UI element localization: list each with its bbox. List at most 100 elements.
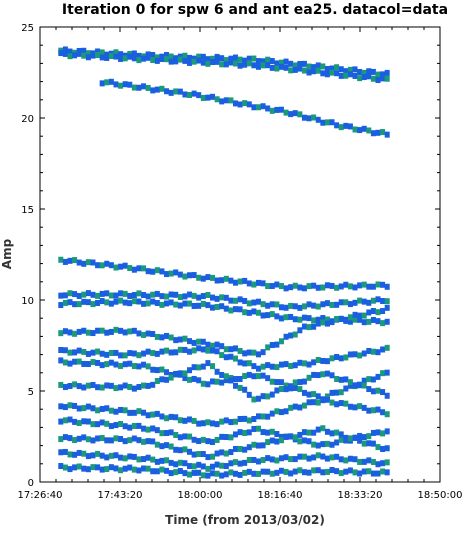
data-point — [306, 69, 312, 76]
data-point — [104, 382, 110, 389]
data-point — [242, 57, 248, 64]
data-point — [173, 446, 179, 453]
data-point — [320, 301, 326, 308]
data-point — [122, 262, 128, 269]
data-point — [85, 418, 91, 425]
data-point — [283, 433, 289, 440]
data-point — [141, 438, 147, 445]
data-point — [136, 437, 142, 444]
data-point — [297, 404, 303, 411]
data-point — [205, 302, 211, 309]
data-point — [173, 337, 179, 344]
data-point — [246, 309, 252, 316]
data-point — [72, 464, 78, 471]
data-point — [168, 374, 174, 381]
data-point — [177, 467, 183, 474]
data-point — [311, 64, 317, 71]
data-point — [159, 301, 165, 308]
data-point — [95, 348, 101, 355]
data-point — [219, 462, 225, 469]
data-point — [297, 431, 303, 438]
data-point — [187, 91, 193, 98]
data-point — [154, 468, 160, 475]
y-axis: 0 5 10 15 20 25 — [21, 23, 440, 489]
data-point — [242, 309, 248, 316]
data-point — [352, 316, 358, 323]
data-point — [283, 314, 289, 321]
data-point — [242, 373, 248, 380]
data-point — [159, 413, 165, 420]
data-point — [131, 50, 137, 57]
data-point — [338, 72, 344, 79]
data-point — [81, 47, 87, 54]
data-point — [370, 470, 376, 477]
data-point — [223, 450, 229, 457]
data-point — [118, 454, 124, 461]
data-point — [265, 375, 271, 382]
data-point — [191, 292, 197, 299]
data-point — [141, 409, 147, 416]
data-point — [173, 370, 179, 377]
data-point — [380, 320, 386, 327]
data-point — [131, 363, 137, 370]
data-point — [127, 464, 133, 471]
data-point — [164, 430, 170, 437]
data-point — [168, 443, 174, 450]
data-point — [283, 58, 289, 65]
data-point — [297, 379, 303, 386]
data-point — [366, 283, 372, 290]
data-point — [352, 351, 358, 358]
data-point — [154, 427, 160, 434]
data-point — [72, 301, 78, 308]
data-point — [232, 54, 238, 61]
data-point — [159, 466, 165, 473]
data-point — [288, 60, 294, 67]
data-point — [329, 467, 335, 474]
data-point — [306, 399, 312, 406]
data-point — [315, 452, 321, 459]
data-point — [338, 66, 344, 73]
data-point — [62, 434, 68, 441]
data-point — [76, 405, 82, 412]
data-point — [67, 53, 73, 60]
data-point — [191, 339, 197, 346]
data-point — [347, 283, 353, 290]
data-point — [324, 370, 330, 377]
data-point — [269, 378, 275, 385]
data-point — [95, 292, 101, 299]
y-tick-label: 0 — [28, 478, 34, 489]
data-point — [219, 55, 225, 62]
data-point — [260, 457, 266, 464]
data-point — [118, 467, 124, 474]
data-point — [246, 444, 252, 451]
data-point — [384, 369, 390, 376]
data-point — [108, 452, 114, 459]
data-point — [214, 58, 220, 65]
data-point — [320, 357, 326, 364]
data-point — [297, 65, 303, 72]
data-point — [283, 109, 289, 116]
data-point — [347, 314, 353, 321]
data-point — [265, 393, 271, 400]
data-point — [357, 282, 363, 289]
data-point — [85, 436, 91, 443]
data-point — [343, 354, 349, 361]
data-point — [214, 368, 220, 375]
data-point — [159, 293, 165, 300]
data-point — [251, 55, 257, 62]
data-point — [334, 453, 340, 460]
data-point — [200, 53, 206, 60]
data-point — [108, 359, 114, 366]
data-point — [67, 451, 73, 458]
data-point — [315, 467, 321, 474]
data-point — [122, 299, 128, 306]
data-point — [196, 302, 202, 309]
data-point — [251, 363, 257, 370]
data-point — [237, 384, 243, 391]
data-point — [384, 131, 390, 138]
data-point — [306, 429, 312, 436]
data-point — [136, 352, 142, 359]
data-point — [306, 469, 312, 476]
data-point — [334, 353, 340, 360]
data-point — [58, 449, 64, 456]
